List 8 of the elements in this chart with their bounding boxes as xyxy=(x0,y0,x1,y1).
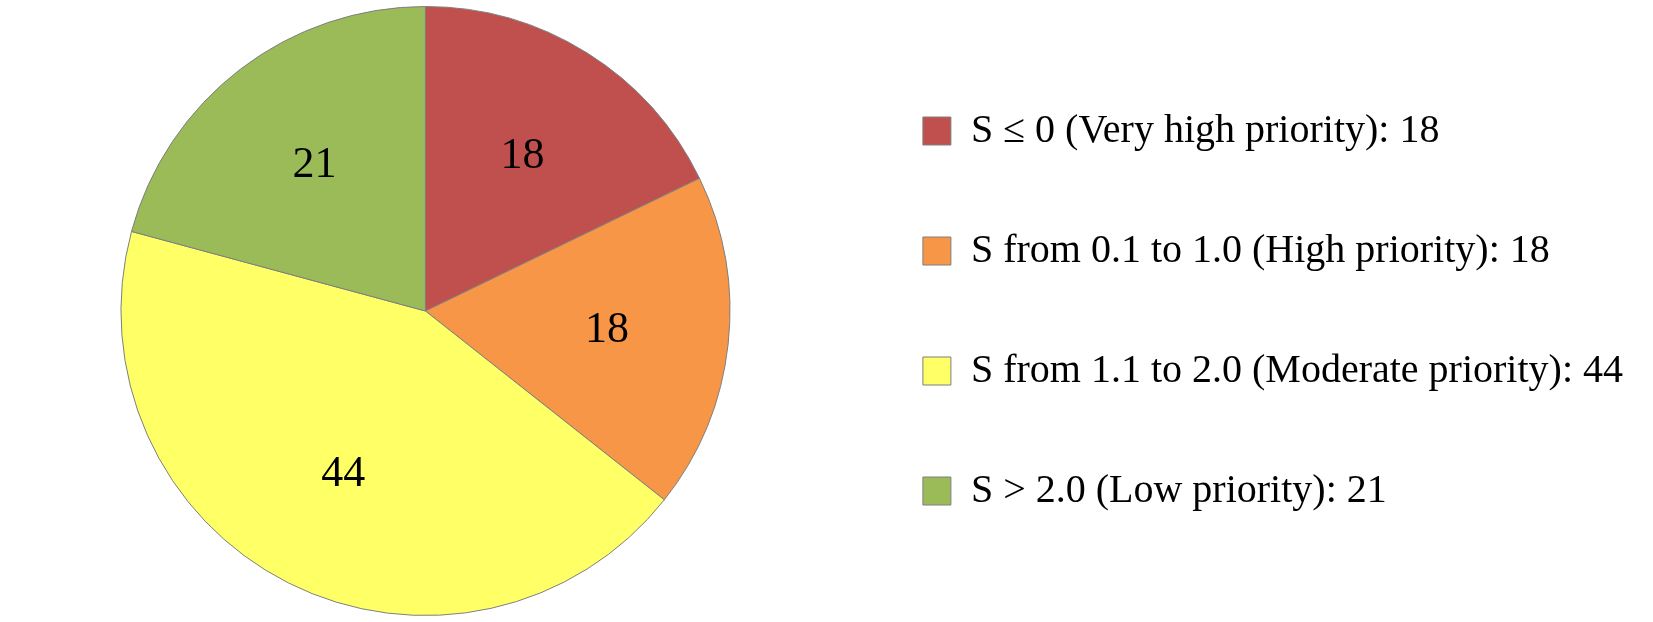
data-label: 18 xyxy=(500,128,545,178)
legend-label: S ≤ 0 (Very high priority): 18 xyxy=(970,105,1440,151)
legend-label: S from 1.1 to 2.0 (Moderate priority): 44 xyxy=(970,345,1623,391)
data-label: 21 xyxy=(292,138,337,188)
data-label: 44 xyxy=(321,446,366,496)
legend-label: S from 0.1 to 1.0 (High priority): 18 xyxy=(970,225,1550,271)
legend-label: S > 2.0 (Low priority): 21 xyxy=(970,465,1387,511)
data-label: 18 xyxy=(585,303,630,353)
